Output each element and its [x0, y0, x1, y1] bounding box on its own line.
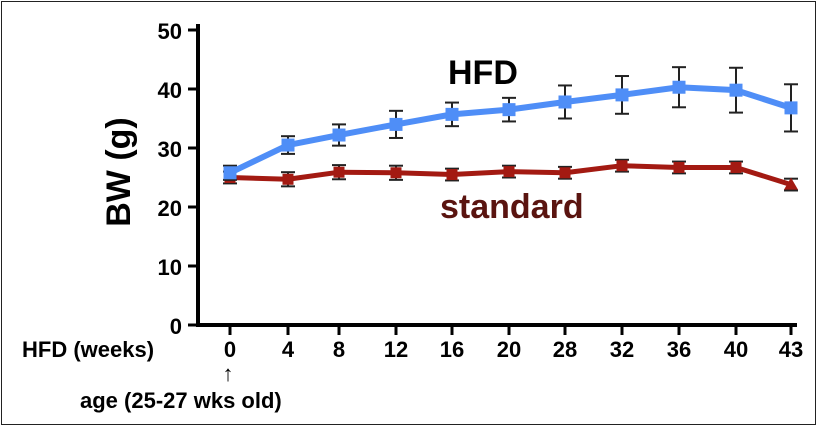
- age-caption: age (25-27 wks old): [80, 388, 282, 413]
- series-layer: [223, 66, 798, 192]
- x-tick-label: 28: [553, 337, 577, 362]
- data-point: [332, 128, 346, 142]
- y-axis-title: BW (g): [100, 117, 138, 227]
- data-point: [333, 166, 345, 178]
- x-ticks: 0 4 8 12 16 20 28 32 36 40 43: [224, 325, 803, 362]
- series-hfd: [223, 66, 798, 181]
- data-point: [784, 177, 798, 190]
- x-tick-label: 12: [384, 337, 408, 362]
- y-tick-label: 40: [158, 78, 182, 103]
- data-point: [282, 173, 294, 185]
- x-arrow-icon: ↑: [223, 361, 234, 386]
- y-tick-label: 0: [170, 314, 182, 339]
- x-tick-label: 36: [667, 337, 691, 362]
- x-tick-label: 40: [724, 337, 748, 362]
- x-tick-label: 4: [282, 337, 295, 362]
- y-tick-label: 30: [158, 137, 182, 162]
- data-point: [390, 167, 402, 179]
- x-tick-label: 20: [497, 337, 521, 362]
- data-point: [730, 161, 742, 173]
- series-label-hfd: HFD: [448, 54, 518, 92]
- x-tick-label: 32: [610, 337, 634, 362]
- data-point: [223, 166, 237, 180]
- data-point: [673, 161, 685, 173]
- data-point: [503, 166, 515, 178]
- series-label-standard: standard: [440, 188, 584, 226]
- data-point: [559, 167, 571, 179]
- axes: [196, 24, 797, 327]
- x-tick-label: 16: [440, 337, 464, 362]
- data-point: [615, 88, 629, 102]
- data-point: [389, 117, 403, 131]
- data-point: [672, 80, 686, 94]
- y-tick-label: 50: [158, 19, 182, 44]
- series-line: [227, 84, 794, 176]
- y-ticks: 0 10 20 30 40 50: [158, 19, 198, 339]
- data-point: [558, 95, 572, 109]
- data-point: [446, 169, 458, 181]
- data-point: [616, 160, 628, 172]
- data-point: [729, 83, 743, 97]
- data-point: [784, 101, 798, 115]
- series-standard: [223, 158, 798, 192]
- y-tick-label: 20: [158, 196, 182, 221]
- x-axis-title: HFD (weeks): [22, 337, 154, 362]
- x-tick-label: 8: [333, 337, 345, 362]
- data-point: [445, 107, 459, 121]
- data-point: [502, 103, 516, 117]
- data-point: [281, 138, 295, 152]
- x-tick-label: 43: [779, 337, 803, 362]
- y-tick-label: 10: [158, 255, 182, 280]
- x-tick-label: 0: [224, 337, 236, 362]
